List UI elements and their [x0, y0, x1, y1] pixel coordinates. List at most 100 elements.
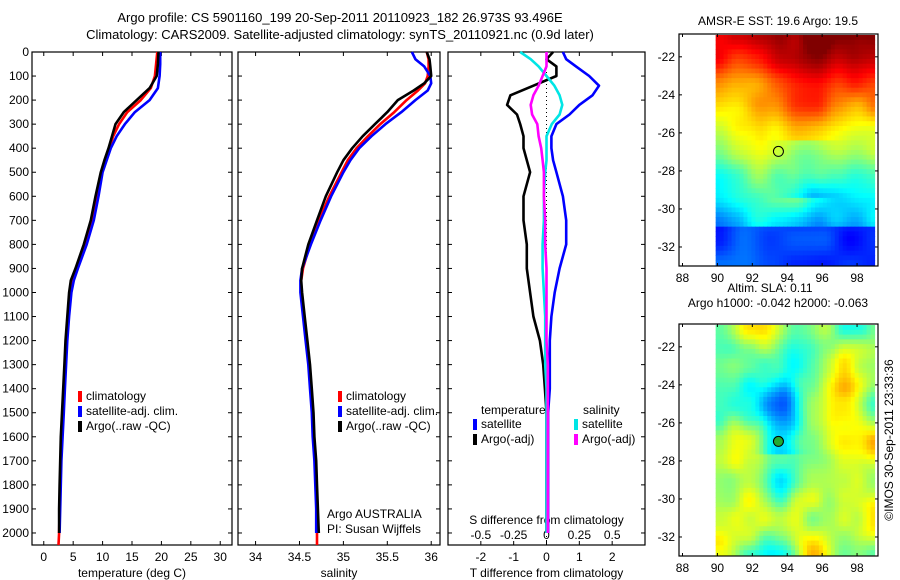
heatmap-cell [747, 241, 752, 247]
heatmap-cell [842, 197, 848, 204]
heatmap-cell [842, 63, 848, 70]
heatmap-cell [818, 207, 824, 213]
heatmap-cell [810, 68, 816, 74]
heatmap-cell [731, 382, 737, 388]
heatmap-cell [830, 183, 836, 189]
heatmap-cell [763, 435, 768, 441]
heatmap-cell [763, 478, 768, 484]
legend-swatch [338, 421, 342, 432]
heatmap-cell [834, 401, 840, 408]
heatmap-cell [803, 126, 808, 132]
heatmap-cell [791, 531, 796, 537]
heatmap-cell [763, 173, 768, 180]
heatmap-cell [862, 159, 868, 165]
heatmap-cell [862, 382, 868, 388]
heatmap-cell [727, 49, 733, 55]
heatmap-cell [814, 348, 820, 355]
heatmap-cell [727, 325, 733, 331]
heatmap-cell [803, 440, 808, 446]
heatmap-cell [834, 444, 840, 451]
heatmap-cell [814, 217, 820, 223]
heatmap-cell [779, 197, 784, 204]
heatmap-cell [814, 73, 820, 79]
heatmap-cell [810, 140, 816, 146]
heatmap-cell [846, 126, 852, 132]
heatmap-cell [787, 545, 792, 551]
x-tick-label: 10 [96, 550, 110, 564]
heatmap-cell [842, 430, 848, 436]
legend-swatch [473, 434, 477, 445]
heatmap-cell [858, 353, 864, 360]
heatmap-cell [771, 358, 776, 364]
heatmap-cell [739, 183, 745, 189]
heatmap-cell [818, 430, 824, 436]
heatmap-cell [866, 173, 872, 180]
heatmap-cell [731, 35, 737, 41]
heatmap-cell [747, 116, 752, 122]
heatmap-cell [715, 54, 721, 60]
heatmap-cell [810, 329, 816, 336]
heatmap-cell [775, 39, 780, 46]
heatmap-cell [818, 231, 824, 237]
heatmap-cell [822, 188, 828, 194]
heatmap-cell [747, 140, 752, 146]
heatmap-cell [818, 449, 824, 455]
heatmap-cell [739, 353, 745, 360]
heatmap-cell [751, 372, 756, 379]
heatmap-cell [719, 78, 725, 84]
heatmap-cell [826, 502, 832, 508]
heatmap-cell [810, 202, 816, 209]
heatmap-cell [862, 497, 868, 503]
heatmap-cell [743, 126, 749, 132]
heatmap-cell [814, 49, 820, 55]
heatmap-cell [715, 226, 721, 233]
heatmap-cell [787, 535, 792, 542]
heatmap-cell [854, 250, 860, 257]
heatmap-cell [759, 92, 764, 98]
heatmap-cell [767, 116, 772, 122]
heatmap-cell [763, 377, 768, 384]
heatmap-cell [727, 396, 733, 403]
y-tick-label: 1000 [2, 285, 29, 299]
heatmap-cell [715, 44, 721, 50]
heatmap-cell [814, 121, 820, 127]
heatmap-cell [846, 420, 852, 427]
heatmap-cell [846, 483, 852, 489]
heatmap-cell [862, 463, 868, 470]
heatmap-cell [838, 348, 844, 355]
heatmap-cell [818, 463, 824, 470]
heatmap-cell [747, 73, 752, 79]
heatmap-cell [846, 377, 852, 384]
heatmap-cell [735, 392, 741, 398]
heatmap-cell [810, 39, 816, 46]
heatmap-cell [731, 212, 737, 218]
heatmap-cell [783, 35, 788, 41]
heatmap-cell [755, 63, 760, 70]
heatmap-cell [858, 329, 864, 336]
heatmap-cell [814, 502, 820, 508]
heatmap-cell [842, 54, 848, 60]
heatmap-cell [755, 154, 760, 161]
heatmap-cell [723, 387, 729, 393]
heatmap-cell [858, 396, 864, 403]
heatmap-cell [842, 334, 848, 340]
heatmap-cell [807, 169, 812, 175]
heatmap-cell [767, 245, 772, 252]
heatmap-cell [739, 339, 745, 345]
heatmap-cell [870, 392, 876, 398]
heatmap-cell [771, 260, 776, 266]
heatmap-cell [866, 236, 872, 242]
heatmap-cell [719, 401, 725, 408]
heatmap-cell [842, 463, 848, 470]
heatmap-cell [822, 387, 828, 393]
heatmap-cell [870, 372, 876, 379]
heatmap-cell [866, 334, 872, 340]
heatmap-cell [791, 241, 796, 247]
heatmap-cell [783, 463, 788, 470]
heatmap-cell [755, 106, 760, 113]
heatmap-cell [771, 487, 776, 494]
heatmap-cell [838, 212, 844, 218]
heatmap-cell [810, 463, 816, 470]
heatmap-cell [715, 202, 721, 209]
heatmap-cell [727, 344, 733, 350]
